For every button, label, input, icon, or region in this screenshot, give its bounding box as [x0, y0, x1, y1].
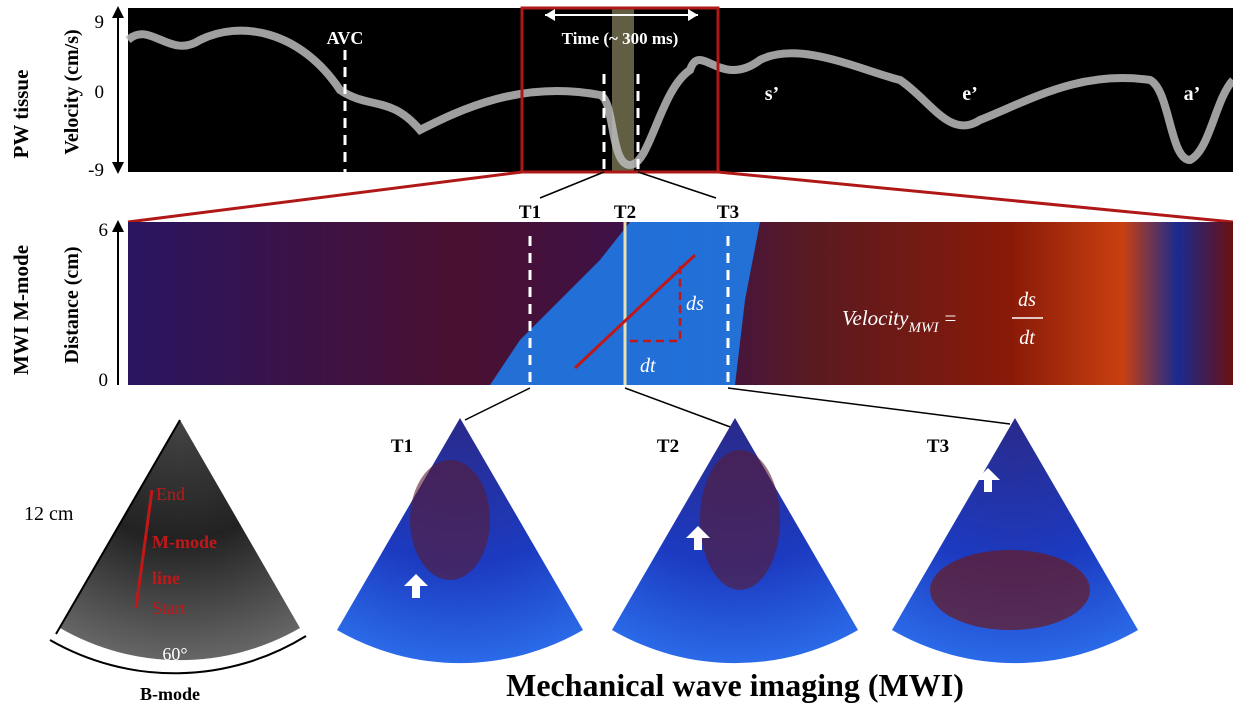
start-label: Start — [152, 598, 186, 618]
pointer-arrow — [728, 388, 1010, 424]
texture — [410, 460, 490, 580]
formula-equals: = — [944, 306, 956, 330]
y-tick-label: 0 — [95, 82, 105, 103]
texture — [700, 450, 780, 590]
depth-label: 12 cm — [24, 503, 74, 525]
formula-denominator: dt — [1019, 327, 1035, 349]
formula-lhs: Velocity — [842, 306, 909, 330]
pointer-arrow — [540, 172, 604, 198]
frame-label: T1 — [391, 436, 413, 457]
ds-label: ds — [686, 293, 704, 315]
texture — [930, 550, 1090, 630]
avc-label: AVC — [327, 28, 364, 48]
y-tick-label: 0 — [99, 370, 109, 391]
row-label: MWI M-mode — [9, 245, 33, 375]
line-label: M-mode — [152, 532, 217, 552]
distance-axis-head — [112, 220, 124, 232]
pointer-arrow — [625, 388, 733, 428]
time-marker: T3 — [717, 202, 739, 223]
axis-label: Velocity (cm/s) — [61, 29, 83, 154]
bmode-caption: B-mode — [140, 684, 200, 704]
angle-label: 60° — [162, 644, 187, 664]
zoom-connector — [718, 172, 1233, 222]
e-prime-label: e’ — [962, 83, 978, 105]
dt-label: dt — [640, 355, 656, 377]
mwi-caption: Mechanical wave imaging (MWI) — [506, 667, 964, 703]
time-label: Time (~ 300 ms) — [562, 29, 679, 48]
page: body { margin: 0; background: #fff; widt… — [0, 0, 1233, 706]
s-prime-label: s’ — [765, 83, 779, 105]
pointer-arrow — [465, 388, 530, 420]
frame-label: T2 — [657, 436, 679, 457]
pointer-arrow — [638, 172, 716, 198]
y-tick-label: 9 — [95, 12, 105, 33]
end-label: End — [156, 484, 185, 504]
line-label: line — [152, 568, 180, 588]
time-marker: T1 — [519, 202, 541, 223]
y-tick-label: 6 — [99, 220, 109, 241]
body: {"pw_panel": {"row_label": "PW tissue", … — [0, 0, 1233, 706]
figure: Time (~ 300 ms) AVC s’ e’ a’ 9 0 -9 Velo… — [0, 0, 1233, 706]
formula-subscript: MWI — [907, 320, 939, 336]
formula-numerator: ds — [1018, 289, 1036, 311]
axis-label: Distance (cm) — [61, 246, 83, 363]
a-prime-label: a’ — [1184, 83, 1201, 105]
zoom-connector — [128, 172, 522, 222]
frame-label: T3 — [927, 436, 949, 457]
y-tick-label: -9 — [88, 160, 104, 181]
time-marker: T2 — [614, 202, 636, 223]
row-label: PW tissue — [9, 70, 33, 159]
